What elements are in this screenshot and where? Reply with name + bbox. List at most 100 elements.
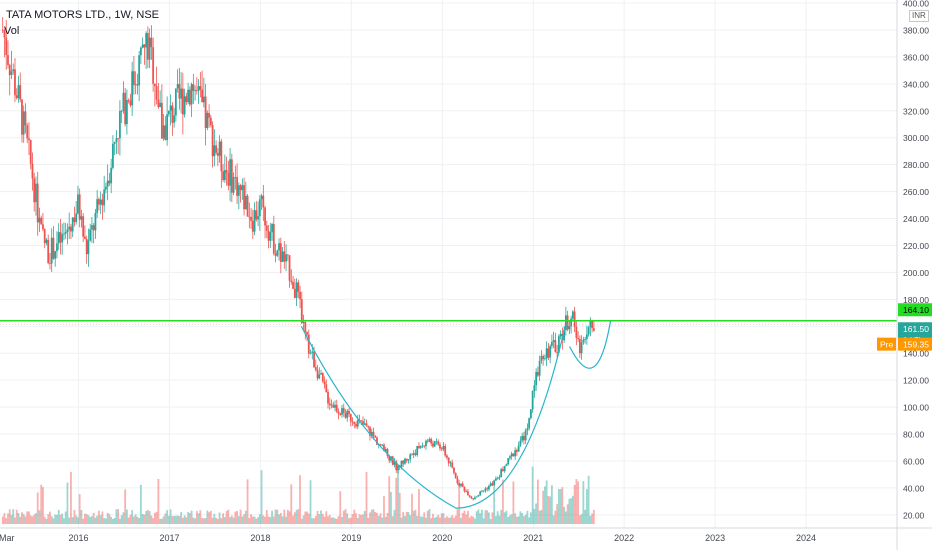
volume-bar bbox=[531, 466, 534, 524]
candle-body bbox=[73, 217, 76, 222]
candle-body bbox=[94, 212, 97, 231]
volume-bar bbox=[342, 510, 345, 524]
volume-bar bbox=[204, 518, 207, 524]
volume-bar bbox=[45, 518, 48, 524]
candle-body bbox=[449, 462, 452, 464]
volume-bar bbox=[61, 513, 64, 524]
volume-bar bbox=[554, 510, 557, 524]
candle-body bbox=[514, 450, 517, 457]
candle-body bbox=[484, 488, 487, 491]
candle-body bbox=[491, 483, 494, 486]
volume-bar bbox=[447, 517, 450, 524]
candle-body bbox=[386, 449, 389, 456]
candle-body bbox=[257, 216, 259, 220]
candle-body bbox=[129, 100, 132, 106]
candle-body bbox=[3, 30, 6, 38]
volume-bar bbox=[328, 514, 331, 524]
candle-body bbox=[267, 230, 270, 241]
candle-body bbox=[414, 453, 417, 456]
volume-bar bbox=[362, 514, 364, 524]
cup-curve bbox=[300, 325, 566, 509]
candle-body bbox=[330, 404, 333, 406]
candle-body bbox=[278, 243, 280, 251]
volume-bar bbox=[290, 484, 293, 524]
volume-bar bbox=[552, 515, 555, 524]
volume-bar bbox=[533, 508, 536, 524]
candle-body bbox=[265, 225, 268, 231]
volume-bar bbox=[283, 509, 286, 524]
candle-body bbox=[584, 338, 587, 340]
candle-body bbox=[192, 84, 195, 91]
candle-body bbox=[297, 282, 300, 292]
volume-bar bbox=[258, 514, 261, 524]
volume-bar bbox=[42, 487, 44, 524]
candle-body bbox=[379, 444, 382, 446]
volume-bar bbox=[561, 487, 564, 524]
candle-body bbox=[556, 352, 559, 353]
volume-bar bbox=[388, 476, 391, 524]
volume-bar bbox=[577, 481, 580, 524]
volume-bar bbox=[330, 517, 333, 524]
candle-body bbox=[80, 216, 83, 220]
y-tick-label: 300.00 bbox=[903, 133, 929, 143]
candle-body bbox=[566, 315, 569, 330]
volume-bar bbox=[538, 510, 541, 524]
volume-bar bbox=[439, 517, 441, 524]
volume-bar bbox=[295, 509, 298, 524]
candle-body bbox=[227, 172, 230, 186]
x-tick-label: 2016 bbox=[68, 533, 88, 543]
candle-body bbox=[211, 124, 214, 157]
candle-body bbox=[425, 440, 427, 447]
candle-body bbox=[15, 95, 18, 99]
candle-body bbox=[503, 465, 506, 472]
currency-badge[interactable]: INR bbox=[909, 10, 929, 22]
volume-bar bbox=[94, 517, 97, 524]
candle-body bbox=[307, 334, 310, 354]
candle-body bbox=[136, 84, 139, 86]
candle-body bbox=[447, 457, 450, 464]
volume-bar bbox=[311, 518, 314, 524]
volume-bar bbox=[468, 517, 471, 524]
candle-body bbox=[571, 311, 574, 319]
candle-body bbox=[582, 339, 585, 343]
volume-bar bbox=[578, 515, 581, 524]
y-tick-label: 380.00 bbox=[903, 25, 929, 35]
volume-bar bbox=[461, 512, 464, 524]
candle-body bbox=[160, 102, 163, 139]
candle-body bbox=[346, 410, 349, 418]
candle-body bbox=[465, 491, 468, 492]
volume-bar bbox=[337, 516, 340, 524]
volume-bar bbox=[220, 518, 223, 524]
candle-body bbox=[35, 183, 37, 203]
candle-body bbox=[237, 185, 240, 196]
candle-body bbox=[84, 236, 86, 239]
candle-body bbox=[174, 88, 177, 116]
volume-bar bbox=[500, 509, 503, 524]
volume-bar bbox=[365, 471, 368, 524]
candle-body bbox=[550, 341, 553, 346]
volume-bar bbox=[559, 489, 562, 524]
candle-body bbox=[262, 195, 265, 208]
volume-bar bbox=[563, 506, 566, 524]
volume-bar bbox=[80, 509, 83, 524]
volume-bar bbox=[38, 510, 41, 524]
candle-body bbox=[272, 224, 275, 254]
candle-body bbox=[59, 232, 62, 243]
volume-bar bbox=[22, 514, 25, 524]
volume-bar bbox=[260, 470, 263, 524]
volume-bar bbox=[332, 517, 335, 524]
volume-bar bbox=[571, 495, 574, 524]
volume-bar bbox=[477, 509, 480, 524]
volume-bar bbox=[234, 511, 237, 524]
y-tick-label: 20.00 bbox=[903, 510, 925, 520]
candle-body bbox=[575, 326, 578, 338]
volume-bar bbox=[300, 518, 303, 524]
candle-body bbox=[428, 439, 431, 442]
volume-bar bbox=[28, 511, 30, 524]
volume-bar bbox=[35, 513, 37, 524]
volume-bar bbox=[201, 518, 204, 524]
volume-bar bbox=[564, 511, 567, 524]
candle-body bbox=[159, 102, 162, 108]
